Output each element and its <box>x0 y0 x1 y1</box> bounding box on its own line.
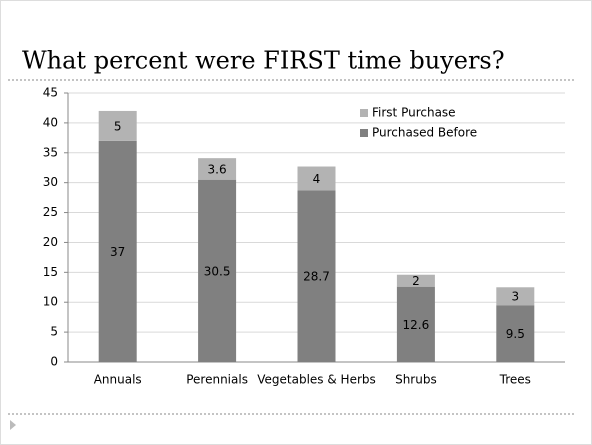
x-tick-label: Trees <box>499 373 531 387</box>
y-tick-label: 5 <box>50 325 58 339</box>
data-label: 12.6 <box>403 318 430 332</box>
x-tick-label: Shrubs <box>395 373 437 387</box>
data-label: 3.6 <box>208 162 227 176</box>
legend-label: First Purchase <box>372 106 456 120</box>
y-tick-label: 10 <box>43 295 58 309</box>
bar-segment <box>198 179 237 362</box>
bar-segment <box>98 140 137 362</box>
x-tick-label: Perennials <box>186 373 248 387</box>
chart-title: What percent were FIRST time buyers? <box>22 47 505 75</box>
bar-segment <box>396 286 435 362</box>
y-tick-label: 35 <box>43 145 58 159</box>
x-tick-label: Annuals <box>94 373 142 387</box>
y-tick-label: 0 <box>50 355 58 369</box>
y-tick-label: 45 <box>43 86 58 100</box>
bar-segment <box>98 110 137 141</box>
legend-swatch <box>360 109 368 117</box>
bar-segment <box>297 190 336 362</box>
y-tick-label: 20 <box>43 235 58 249</box>
data-label: 9.5 <box>506 327 525 341</box>
data-label: 28.7 <box>303 270 330 284</box>
y-tick-label: 40 <box>43 115 58 129</box>
data-label: 2 <box>412 274 420 288</box>
data-label: 30.5 <box>204 264 231 278</box>
x-tick-label: Vegetables & Herbs <box>257 373 376 387</box>
data-label: 37 <box>110 245 125 259</box>
bar-segment <box>496 305 535 362</box>
footer-marker <box>10 420 16 430</box>
y-tick-label: 30 <box>43 175 58 189</box>
y-tick-label: 25 <box>43 205 58 219</box>
legend-swatch <box>360 129 368 137</box>
data-label: 4 <box>313 172 321 186</box>
data-label: 5 <box>114 119 122 133</box>
bar-segment <box>297 166 336 191</box>
data-label: 3 <box>511 290 519 304</box>
bar-segment <box>496 287 535 306</box>
y-tick-label: 15 <box>43 265 58 279</box>
bar-segment <box>396 274 435 287</box>
legend-label: Purchased Before <box>372 126 477 140</box>
bar-segment <box>198 158 237 180</box>
